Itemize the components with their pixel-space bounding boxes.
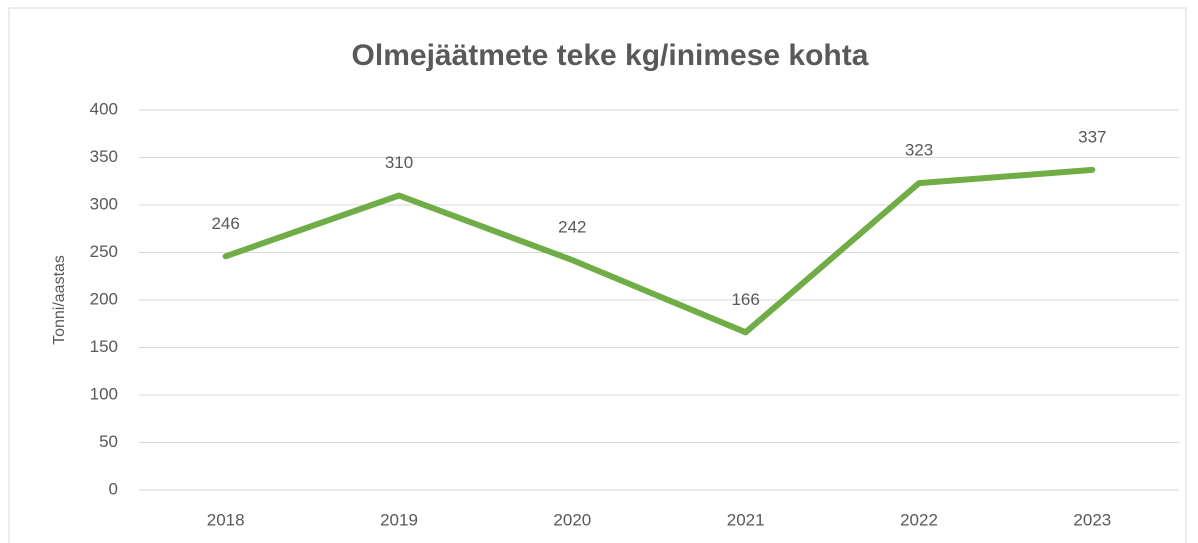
y-tick-label: 350	[90, 147, 118, 166]
x-tick-label: 2023	[1073, 510, 1111, 529]
y-tick-label: 400	[90, 99, 118, 118]
y-tick-label: 100	[90, 384, 118, 403]
x-tick-label: 2019	[380, 510, 418, 529]
x-tick-label: 2021	[727, 510, 765, 529]
data-line	[222, 166, 1096, 336]
data-label: 246	[211, 214, 239, 233]
y-tick-label: 0	[109, 479, 118, 498]
y-axis-label: Tonni/aastas	[51, 255, 68, 345]
y-tick-label: 300	[90, 194, 118, 213]
y-tick-label: 50	[99, 432, 118, 451]
y-tick-label: 200	[90, 289, 118, 308]
data-label: 337	[1078, 127, 1106, 146]
y-tick-label: 250	[90, 242, 118, 261]
chart-title: Olmejäätmete teke kg/inimese kohta	[352, 39, 869, 72]
data-label: 323	[905, 141, 933, 160]
x-tick-label: 2018	[207, 510, 245, 529]
x-tick-label: 2022	[900, 510, 938, 529]
chart-border	[8, 7, 1187, 543]
data-label: 310	[385, 153, 413, 172]
y-tick-label: 150	[90, 337, 118, 356]
x-tick-label: 2020	[553, 510, 591, 529]
data-label: 166	[731, 290, 759, 309]
data-label: 242	[558, 218, 586, 237]
